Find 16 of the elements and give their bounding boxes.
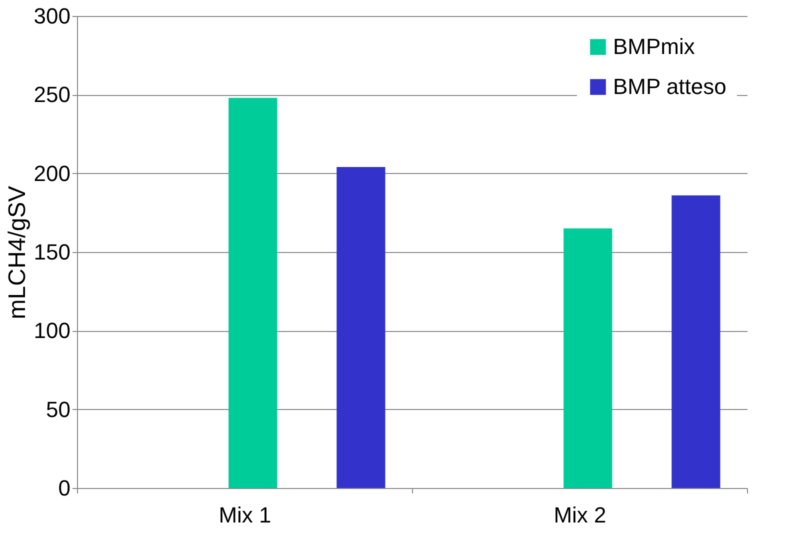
x-tick-label: Mix 1 <box>218 502 272 528</box>
y-tick-label: 250 <box>34 82 70 108</box>
legend-label: BMP atteso <box>613 74 726 99</box>
bar <box>672 195 720 488</box>
bar <box>228 98 278 488</box>
bar <box>336 167 386 488</box>
y-tick-label: 300 <box>34 4 70 28</box>
y-tick-label: 50 <box>46 396 70 422</box>
legend-label: BMPmix <box>613 34 695 59</box>
y-tick-label: 200 <box>34 160 70 186</box>
y-tick-label: 150 <box>34 240 70 264</box>
y-tick-label: 100 <box>34 318 70 344</box>
y-axis-title: mLCH4/gSV <box>4 186 31 320</box>
y-tick-label: 0 <box>58 476 70 500</box>
x-tick-label: Mix 2 <box>554 502 606 528</box>
bar <box>564 228 612 488</box>
